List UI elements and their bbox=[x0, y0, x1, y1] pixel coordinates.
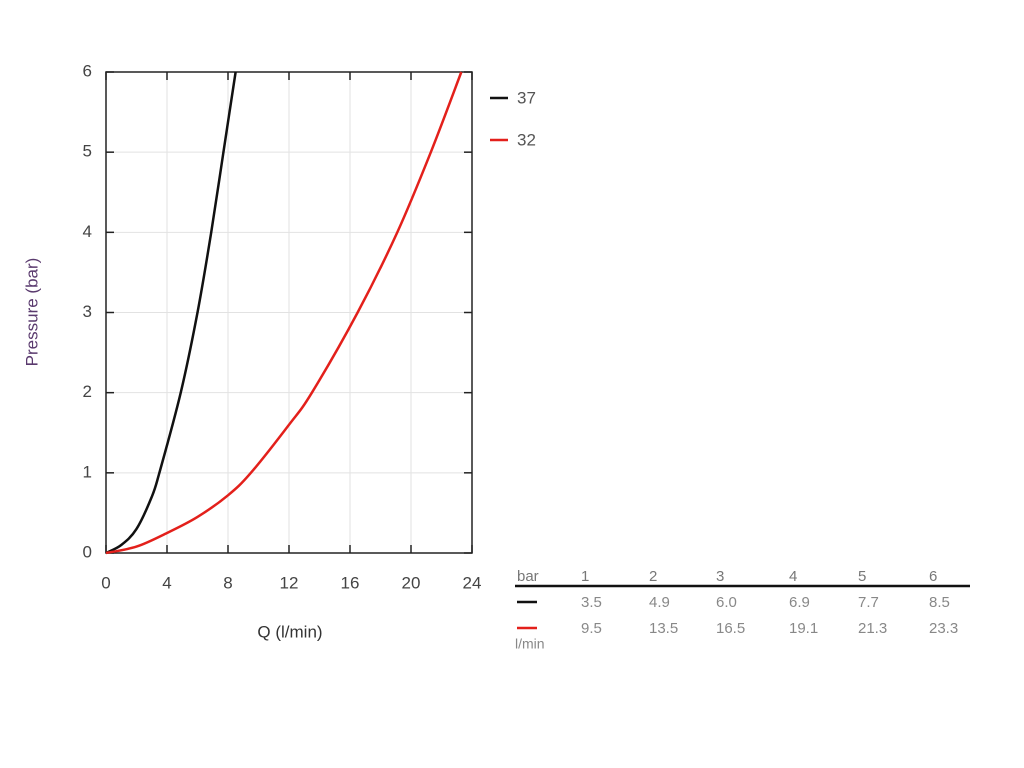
y-tick-label: 2 bbox=[83, 382, 92, 401]
y-tick-label: 5 bbox=[83, 142, 92, 161]
x-tick-label: 24 bbox=[463, 573, 482, 592]
table-cell: 23.3 bbox=[929, 620, 958, 637]
table-cell: 3.5 bbox=[581, 594, 602, 611]
x-tick-label: 0 bbox=[101, 573, 110, 592]
legend-label: 37 bbox=[517, 88, 536, 107]
series-line bbox=[105, 71, 463, 555]
table-cell: 4.9 bbox=[649, 594, 670, 611]
table-header: 2 bbox=[649, 568, 657, 585]
y-tick-label: 4 bbox=[83, 222, 92, 241]
legend-label: 32 bbox=[517, 130, 536, 149]
x-tick-label: 20 bbox=[402, 573, 421, 592]
table-cell: 6.9 bbox=[789, 594, 810, 611]
x-axis-title: Q (l/min) bbox=[257, 622, 322, 641]
plot-frame bbox=[105, 71, 473, 554]
x-tick-label: 8 bbox=[223, 573, 232, 592]
table-unit: l/min bbox=[515, 636, 545, 652]
table-header: 3 bbox=[716, 568, 724, 585]
table-cell: 19.1 bbox=[789, 620, 818, 637]
table-cell: 8.5 bbox=[929, 594, 950, 611]
table-cell: 7.7 bbox=[858, 594, 879, 611]
table-header: 1 bbox=[581, 568, 589, 585]
table-header: 4 bbox=[789, 568, 797, 585]
table-header: 6 bbox=[929, 568, 937, 585]
table-cell: 16.5 bbox=[716, 620, 745, 637]
table-cell: 6.0 bbox=[716, 594, 737, 611]
y-axis-title: Pressure (bar) bbox=[22, 258, 41, 367]
table-cell: 9.5 bbox=[581, 620, 602, 637]
y-tick-label: 6 bbox=[83, 61, 92, 80]
table-cell: 13.5 bbox=[649, 620, 678, 637]
table-header: bar bbox=[517, 568, 539, 585]
x-tick-label: 16 bbox=[341, 573, 360, 592]
x-tick-label: 12 bbox=[280, 573, 299, 592]
table-cell: 21.3 bbox=[858, 620, 887, 637]
y-tick-label: 1 bbox=[83, 462, 92, 481]
y-tick-label: 0 bbox=[83, 542, 92, 561]
series-line bbox=[105, 71, 237, 555]
y-tick-label: 3 bbox=[83, 302, 92, 321]
table-header: 5 bbox=[858, 568, 866, 585]
x-tick-label: 4 bbox=[162, 573, 171, 592]
